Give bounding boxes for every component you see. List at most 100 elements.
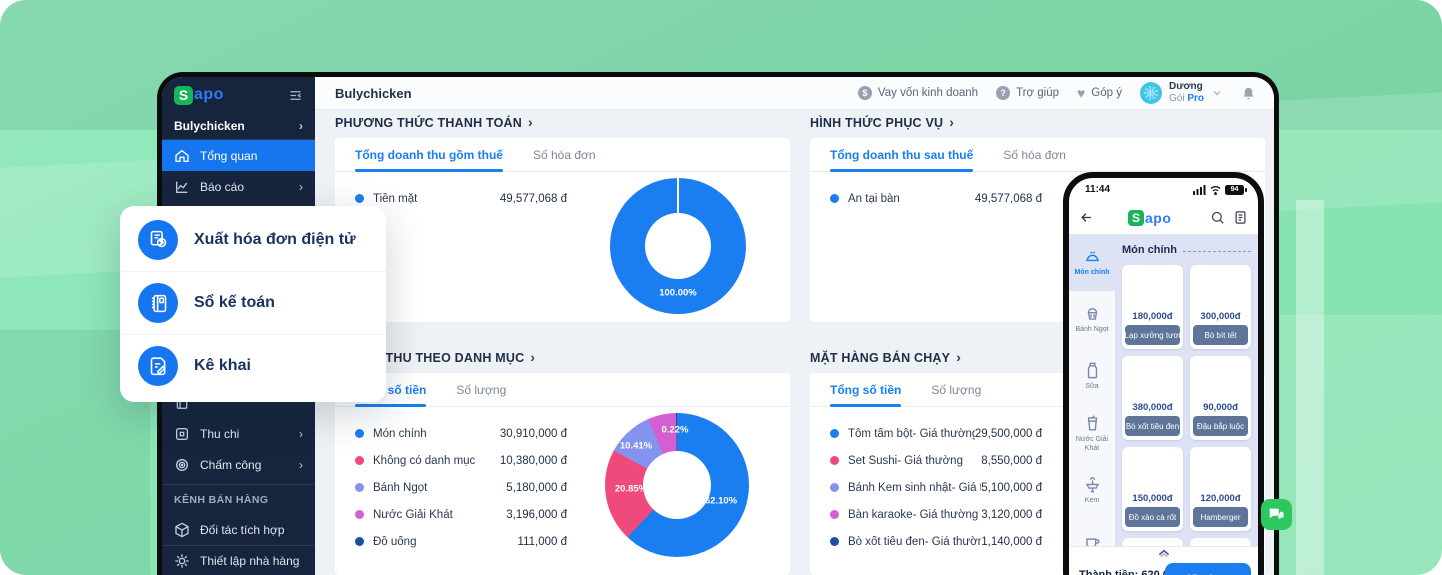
sapo-logo[interactable]: S apo <box>174 85 224 105</box>
home-icon <box>174 148 190 164</box>
bestseller-row: Set Sushi- Giá thường 8,550,000 đ <box>830 447 1042 474</box>
dish-icon <box>1083 247 1102 266</box>
gear-icon <box>174 553 190 569</box>
product-card[interactable]: 180,000đ Lạp xưởng tươi <box>1122 265 1183 349</box>
status-time: 11:44 <box>1085 184 1111 195</box>
tab-payment-revenue[interactable]: Tổng doanh thu gồm thuế <box>355 148 503 172</box>
legend-row: Đồ uống 111,000 đ <box>355 528 567 555</box>
chat-icon <box>1267 505 1286 524</box>
chevron-right-icon <box>299 180 303 194</box>
phone-footer: Thành tiền: 620,000đ Tiếp theo › <box>1069 546 1258 575</box>
tab-service-invoices[interactable]: Số hóa đơn <box>1003 148 1066 162</box>
service-legend: Ăn tại bàn 49,577,068 đ <box>810 172 1062 212</box>
quick-menu-overlay: Xuất hóa đơn điện tử Sổ kế toán Kê khai <box>120 206 386 402</box>
sidebar-item-thiet-lap-nha-hang[interactable]: Thiết lập nhà hàng <box>162 545 315 575</box>
avatar <box>1139 82 1162 104</box>
chart-icon <box>174 179 190 195</box>
tab-bestsellers-quantity[interactable]: Số lượng <box>931 383 982 397</box>
donut-percent-label: 100.00% <box>659 287 697 299</box>
sidebar-item-bao-cao[interactable]: Báo cáo <box>162 171 315 202</box>
topbar-link-gop-y[interactable]: Góp ý <box>1077 86 1122 100</box>
next-button[interactable]: Tiếp theo › <box>1165 563 1251 575</box>
quick-menu-item-e-invoice[interactable]: Xuất hóa đơn điện tử <box>120 208 386 271</box>
category-legend: Món chính 30,910,000 đ Không có danh mục… <box>335 407 587 555</box>
legend-dot <box>355 483 364 492</box>
rail-item-kem[interactable]: Kem <box>1069 462 1115 519</box>
topbar-link-vay-von[interactable]: $ Vay vốn kinh doanh <box>857 86 978 100</box>
user-plan-tier: Pro <box>1187 93 1204 104</box>
product-card[interactable]: 120,000đ Hamberger <box>1190 447 1251 531</box>
heart-icon <box>1077 86 1085 100</box>
product-card[interactable]: 300,000đ Bò bít tết <box>1190 265 1251 349</box>
product-photo <box>1122 265 1183 308</box>
chat-widget-button[interactable] <box>1261 499 1292 530</box>
declaration-icon <box>138 346 178 386</box>
phone-sapo-logo: S apo <box>1128 209 1171 226</box>
page-title: Bulychicken <box>335 85 412 101</box>
sidebar-section-kenh-ban-hang: KÊNH BÁN HÀNG <box>162 484 315 514</box>
product-price: 150,000đ <box>1132 492 1173 504</box>
legend-row: Tiền mặt 49,577,068 đ <box>355 185 567 212</box>
legend-dot <box>355 537 364 546</box>
rail-item-sua[interactable]: Sữa <box>1069 348 1115 405</box>
coin-icon: $ <box>857 86 872 100</box>
phone-mockup: 11:44 94 S apo Món chính <box>1063 172 1264 575</box>
product-photo <box>1190 447 1251 490</box>
panel-header-bestsellers[interactable]: MẶT HÀNG BÁN CHẠY <box>810 351 961 365</box>
tab-bestsellers-amount[interactable]: Tổng số tiền <box>830 383 902 407</box>
sidebar-item-tong-quan[interactable]: Tổng quan <box>162 140 315 171</box>
rail-item-banh-ngot[interactable]: Bánh Ngọt <box>1069 291 1115 348</box>
panel-header-service[interactable]: HÌNH THỨC PHỤC VỤ <box>810 116 954 130</box>
phone-status-bar: 11:44 94 <box>1069 178 1258 201</box>
tab-service-revenue[interactable]: Tổng doanh thu sau thuế <box>830 148 974 172</box>
rail-item-mon-chinh[interactable]: Món chính <box>1069 234 1115 291</box>
background-photo-shape <box>1296 200 1324 575</box>
sidebar-item-cham-cong[interactable]: Chấm công <box>162 449 315 480</box>
product-name: Bò xốt tiêu đen <box>1125 416 1180 436</box>
category-header: Món chính <box>1122 244 1177 256</box>
product-card[interactable]: 380,000đ Bò xốt tiêu đen <box>1122 356 1183 440</box>
user-plan: Gói <box>1168 93 1188 104</box>
payment-donut-chart: 100.00% <box>610 178 746 314</box>
tab-category-quantity[interactable]: Số lượng <box>456 383 507 397</box>
product-card[interactable]: 150,000đ Đồ xào cà rốt <box>1122 447 1183 531</box>
tab-payment-invoices[interactable]: Số hóa đơn <box>532 148 596 162</box>
sapo-logo-s-icon: S <box>174 85 193 105</box>
search-icon[interactable] <box>1210 210 1225 225</box>
legend-dot <box>830 429 839 438</box>
quick-menu-item-ledger[interactable]: Sổ kế toán <box>120 271 386 334</box>
sidebar-item-thu-chi[interactable]: Thu chi <box>162 418 315 449</box>
legend-dot <box>355 456 364 465</box>
product-name: Đồ xào cà rốt <box>1125 507 1180 527</box>
product-name: Bò bít tết <box>1193 325 1248 345</box>
bestseller-row: Tôm tẩm bột- Giá thường 29,500,000 đ <box>830 420 1042 447</box>
product-photo <box>1122 356 1183 399</box>
user-menu[interactable]: Dương Gói Pro <box>1139 81 1223 105</box>
product-name: Lạp xưởng tươi <box>1125 325 1180 345</box>
wallet-icon <box>174 426 190 442</box>
receipt-icon[interactable] <box>1233 210 1248 225</box>
background-photo-shape <box>1280 315 1442 575</box>
dashed-divider <box>1183 250 1251 252</box>
back-arrow-icon[interactable] <box>1079 210 1094 225</box>
bell-icon[interactable] <box>1241 86 1256 101</box>
chevron-up-icon[interactable] <box>1156 546 1172 558</box>
rail-item-nuoc-giai-khat[interactable]: Nước Giải Khát <box>1069 405 1115 462</box>
product-grid: 180,000đ Lạp xưởng tươi 300,000đ Bò bít … <box>1122 265 1251 575</box>
chevron-right-icon <box>299 119 303 133</box>
icecream-icon <box>1083 475 1102 494</box>
product-name: Đậu bắp luộc <box>1193 416 1248 436</box>
panel-header-payment[interactable]: PHƯƠNG THỨC THANH TOÁN <box>335 116 533 130</box>
topbar-link-tro-giup[interactable]: ? Trợ giúp <box>996 86 1059 100</box>
quick-menu-item-declaration[interactable]: Kê khai <box>120 334 386 397</box>
sidebar-collapse-icon[interactable] <box>288 88 303 103</box>
sidebar-store-selector[interactable]: Bulychicken <box>162 113 315 140</box>
product-price: 300,000đ <box>1200 310 1241 322</box>
sidebar-item-doi-tac-tich-hop[interactable]: Đối tác tích hợp <box>162 514 315 545</box>
phone-body: Món chính Bánh Ngọt Sữa Nước Giải Khát K… <box>1069 234 1258 575</box>
product-card[interactable]: 90,000đ Đậu bắp luộc <box>1190 356 1251 440</box>
payment-legend: Tiền mặt 49,577,068 đ <box>335 172 587 212</box>
cupcake-icon <box>1083 304 1102 323</box>
product-price: 90,000đ <box>1203 401 1238 413</box>
